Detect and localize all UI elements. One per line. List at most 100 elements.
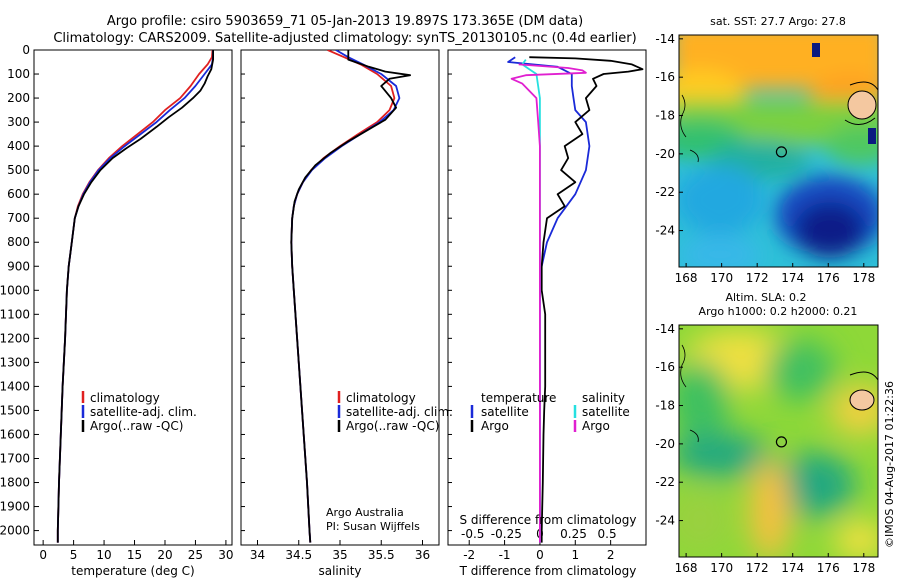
legend-label-satellite: satellite-adj. clim. xyxy=(346,405,453,419)
y-tick-label: 1400 xyxy=(0,379,30,393)
y-tick-label: 200 xyxy=(7,91,30,105)
map-y-tick-label: -20 xyxy=(655,147,675,161)
map-x-tick-label: 174 xyxy=(781,271,804,285)
y-tick-label: 1900 xyxy=(0,500,30,514)
x-tick-label: 10 xyxy=(96,548,111,562)
map-x-tick-label: 170 xyxy=(710,271,733,285)
series-line-satellite-adj-clim- xyxy=(56,50,215,543)
salinity-axes-frame xyxy=(240,49,440,546)
map-x-tick-label: 172 xyxy=(746,561,769,575)
map-y-tick-label: -22 xyxy=(655,185,675,199)
map-x-tick-label: 178 xyxy=(852,271,875,285)
sla-map-title: Altim. SLA: 0.2 xyxy=(725,291,806,304)
map-x-tick-label: 168 xyxy=(675,561,698,575)
y-tick-label: 1800 xyxy=(0,476,30,490)
series-line-argo-raw-qc- xyxy=(56,50,215,543)
sla-map-frame xyxy=(678,324,879,558)
y-tick-label: 500 xyxy=(7,163,30,177)
legend-title-temperature: temperature xyxy=(481,391,556,405)
salinity-annotation-line-2: PI: Susan Wijffels xyxy=(326,520,420,533)
argo-position-marker xyxy=(775,146,788,158)
legend-label-s-satellite: satellite xyxy=(582,405,630,419)
map-x-tick-label: 176 xyxy=(817,271,840,285)
x-tick-label: -1 xyxy=(499,548,511,562)
difference-x-axis: -2 -1 0 1 2 xyxy=(448,49,615,562)
difference-axes-frame xyxy=(447,49,647,546)
temperature-x-axis: 0 5 10 15 20 25 30 xyxy=(39,540,234,562)
y-tick-label: 1200 xyxy=(0,331,30,345)
x-tick-label: 30 xyxy=(218,548,233,562)
salinity-lines xyxy=(290,50,412,543)
map-x-tick-label: 172 xyxy=(746,271,769,285)
y-tick-label: 900 xyxy=(7,259,30,273)
map-y-tick-label: -22 xyxy=(655,475,675,489)
sst-heatmap xyxy=(679,35,878,267)
x-tick-label: 34 xyxy=(250,548,265,562)
series-line-satellite-adj-clim- xyxy=(290,50,401,543)
series-line-t-satellite xyxy=(507,56,591,543)
series-line-climatology xyxy=(56,50,214,543)
map-y-tick-label: -16 xyxy=(655,70,675,84)
map-y-tick-label: -18 xyxy=(655,399,675,413)
sst-map-axes: 168 170 172 174 176 178 -14 -16 -18 -20 -22 -24 xyxy=(655,32,875,285)
sst-map-panel: sat. SST: 27.7 Argo: 27.8 xyxy=(655,15,879,285)
salinity-x-axis: 34 34.5 35 35.5 36 xyxy=(241,49,430,562)
map-y-tick-label: -14 xyxy=(655,322,675,336)
x-tick-label: 1 xyxy=(571,548,579,562)
x-tick-label: 0 xyxy=(536,548,544,562)
y-tick-label: 100 xyxy=(7,67,30,81)
x-tick-label: 2 xyxy=(607,548,615,562)
x2-tick-label: -0.5 xyxy=(461,527,484,541)
map-y-tick-label: -14 xyxy=(655,32,675,46)
imos-watermark: ©IMOS 04-Aug-2017 01:22:36 xyxy=(883,381,896,548)
salinity-annotation-line-1: Argo Australia xyxy=(326,506,404,519)
difference-legend: temperature satellite Argo salinity sate… xyxy=(470,391,630,433)
header-line-1: Argo profile: csiro 5903659_71 05-Jan-20… xyxy=(107,14,583,29)
temperature-axes-frame xyxy=(33,49,233,546)
sla-map-subtitle: Argo h1000: 0.2 h2000: 0.21 xyxy=(699,305,858,318)
y-tick-label: 1000 xyxy=(0,283,30,297)
y-tick-label: 300 xyxy=(7,115,30,129)
map-x-tick-label: 178 xyxy=(852,561,875,575)
series-line-s-satellite xyxy=(521,59,541,543)
legend-label-t-argo: Argo xyxy=(481,419,509,433)
sla-heatmap xyxy=(679,325,878,557)
legend-label-t-satellite: satellite xyxy=(481,405,529,419)
argo-position-marker xyxy=(775,436,788,448)
difference-x-axis-salinity: -0.5 -0.25 0 0.25 0.5 xyxy=(461,527,617,541)
x-tick-label: 25 xyxy=(188,548,203,562)
y-tick-label: 600 xyxy=(7,187,30,201)
x-tick-label: 5 xyxy=(70,548,78,562)
map-y-tick-label: -18 xyxy=(655,109,675,123)
x2-tick-label: 0.25 xyxy=(560,527,587,541)
legend-label-argo: Argo(..raw -QC) xyxy=(90,419,183,433)
map-y-tick-label: -24 xyxy=(655,224,675,238)
legend-label-climatology: climatology xyxy=(90,391,160,405)
x-tick-label: 0 xyxy=(39,548,47,562)
x-tick-label: -2 xyxy=(463,548,475,562)
legend-label-s-argo: Argo xyxy=(582,419,610,433)
difference-panel: -2 -1 0 1 2 -0.5 -0.25 0 0.25 0.5 T difference f… xyxy=(447,49,647,578)
difference-x-label-t: T difference from climatology xyxy=(459,564,637,578)
x2-tick-label: 0.5 xyxy=(598,527,617,541)
x-tick-label: 35.5 xyxy=(368,548,395,562)
header-line-2: Climatology: CARS2009. Satellite-adjuste… xyxy=(53,31,636,46)
y-tick-label: 1600 xyxy=(0,427,30,441)
map-y-tick-label: -24 xyxy=(655,514,675,528)
sla-map-panel: Altim. SLA: 0.2 Argo h1000: 0.2 h2000: 0… xyxy=(655,291,879,575)
difference-lines xyxy=(507,56,644,543)
x-tick-label: 34.5 xyxy=(285,548,312,562)
series-line-s-argo xyxy=(510,63,587,543)
x-tick-label: 20 xyxy=(157,548,172,562)
map-x-tick-label: 176 xyxy=(817,561,840,575)
map-y-tick-label: -20 xyxy=(655,437,675,451)
y-tick-label: 700 xyxy=(7,211,30,225)
legend-title-salinity: salinity xyxy=(582,391,625,405)
salinity-legend: climatology satellite-adj. clim. Argo(..… xyxy=(337,391,453,433)
sst-map-title: sat. SST: 27.7 Argo: 27.8 xyxy=(710,15,846,28)
temperature-lines xyxy=(56,50,215,543)
x-tick-label: 15 xyxy=(127,548,142,562)
y-tick-label: 1100 xyxy=(0,307,30,321)
y-tick-label: 800 xyxy=(7,235,30,249)
